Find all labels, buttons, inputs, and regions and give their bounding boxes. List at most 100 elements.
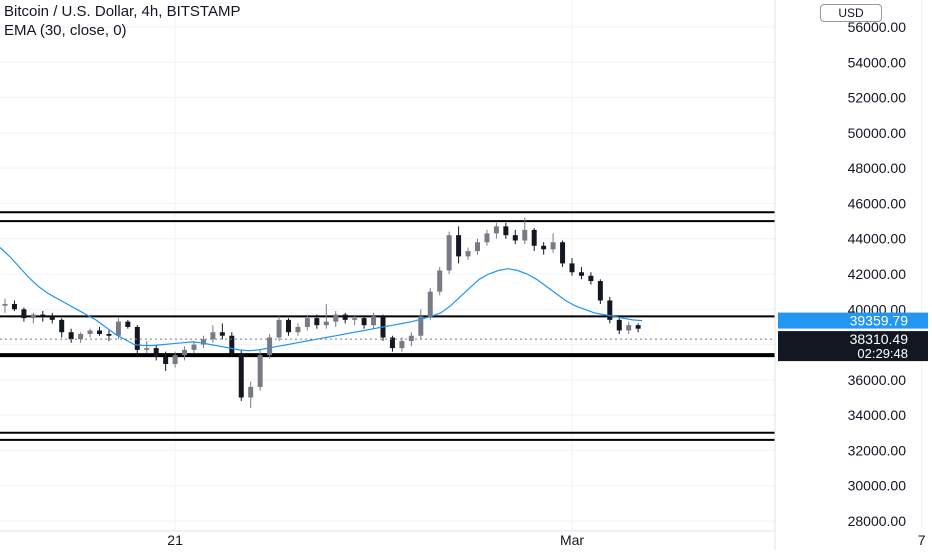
time-tick-label: 21 [167, 532, 183, 548]
candle-body [125, 321, 131, 327]
candle [342, 312, 348, 324]
indicator-title[interactable]: EMA (30, close, 0) [4, 22, 127, 39]
candle [163, 351, 169, 372]
candle [522, 217, 528, 245]
candle [153, 344, 159, 361]
candle [68, 328, 74, 343]
price-tick-label: 44000.00 [848, 231, 907, 247]
candle-body [588, 275, 594, 282]
candle [371, 312, 377, 329]
candle-body [200, 339, 206, 345]
candle [2, 298, 8, 313]
candle-body [248, 386, 254, 398]
candle [352, 314, 358, 326]
price-tick-label: 54000.00 [848, 54, 907, 70]
candle-body [257, 355, 263, 387]
candle-body [531, 229, 537, 246]
price-tick-label: 56000.00 [848, 19, 907, 35]
candle-body [342, 314, 348, 320]
candle [11, 300, 17, 312]
price-tick-label: 34000.00 [848, 407, 907, 423]
candle [295, 323, 301, 336]
candle [21, 307, 27, 322]
candle [427, 288, 433, 320]
symbol-title[interactable]: Bitcoin / U.S. Dollar, 4h, BITSTAMP [4, 3, 241, 20]
candle [210, 325, 216, 343]
candle-body [286, 319, 291, 333]
candle [49, 312, 55, 324]
candle [446, 231, 452, 274]
candle [635, 323, 641, 333]
candle-body [21, 309, 27, 319]
candles-layer [2, 217, 641, 409]
candle [172, 351, 178, 368]
candle [465, 247, 471, 260]
candle [30, 312, 36, 324]
candle [134, 325, 140, 354]
candle-body [399, 341, 405, 349]
price-tick-label: 32000.00 [848, 442, 907, 458]
candle [144, 341, 150, 354]
candle-body [493, 226, 499, 234]
candle-body [49, 316, 55, 320]
candle-body [389, 337, 395, 349]
candle-body [352, 318, 358, 320]
candle [550, 233, 556, 253]
candle-body [267, 337, 273, 356]
candle-body [635, 325, 641, 329]
candle [418, 309, 424, 340]
candle [125, 319, 131, 329]
candle [626, 321, 632, 334]
candle [182, 346, 188, 361]
candle-body [238, 353, 244, 398]
candle-body [503, 226, 509, 236]
candle [304, 314, 310, 331]
candle [389, 335, 395, 352]
price-tick-label: 48000.00 [848, 160, 907, 176]
candle-body [304, 318, 310, 327]
candle [238, 349, 244, 402]
candle [323, 303, 329, 329]
candle-body [418, 316, 424, 336]
candle-body [30, 314, 36, 319]
ema-layer [0, 247, 643, 352]
price-tick-label: 50000.00 [848, 125, 907, 141]
candle-body [475, 242, 480, 252]
candle-body [191, 344, 197, 350]
time-scale[interactable]: 21 Mar 7 [167, 532, 925, 548]
legend: Bitcoin / U.S. Dollar, 4h, BITSTAMP EMA … [4, 2, 240, 40]
candle-body [172, 355, 178, 364]
candle-body [87, 330, 93, 334]
candle-body [512, 235, 518, 241]
candle [578, 266, 584, 280]
candle-body [560, 242, 566, 264]
candle [512, 229, 518, 245]
candle [286, 318, 291, 336]
price-tick-label: 28000.00 [848, 513, 907, 529]
ema-value-label: 39359.79 [778, 312, 928, 329]
candle-body [607, 300, 613, 320]
candle [456, 226, 462, 264]
candle [191, 341, 197, 354]
candle [200, 335, 206, 349]
price-tick-label: 42000.00 [848, 266, 907, 282]
price-scale[interactable]: 56000.00 54000.00 52000.00 50000.00 48000.00… [848, 19, 907, 529]
candle [569, 258, 575, 276]
candle-body [68, 332, 74, 340]
currency-button[interactable]: USD [820, 4, 882, 22]
candle-body [182, 349, 188, 356]
ema-value-text: 39359.79 [850, 313, 909, 329]
candle [106, 330, 112, 342]
candle-body [371, 316, 377, 326]
candle [503, 222, 509, 239]
candle [531, 228, 537, 252]
last-price-text: 38310.49 [850, 331, 909, 347]
candle-body [408, 335, 414, 342]
candle-body [333, 314, 339, 322]
candle-body [484, 233, 490, 243]
candle [229, 332, 235, 357]
time-tick-label: Mar [560, 532, 584, 548]
candle-body [314, 318, 320, 326]
